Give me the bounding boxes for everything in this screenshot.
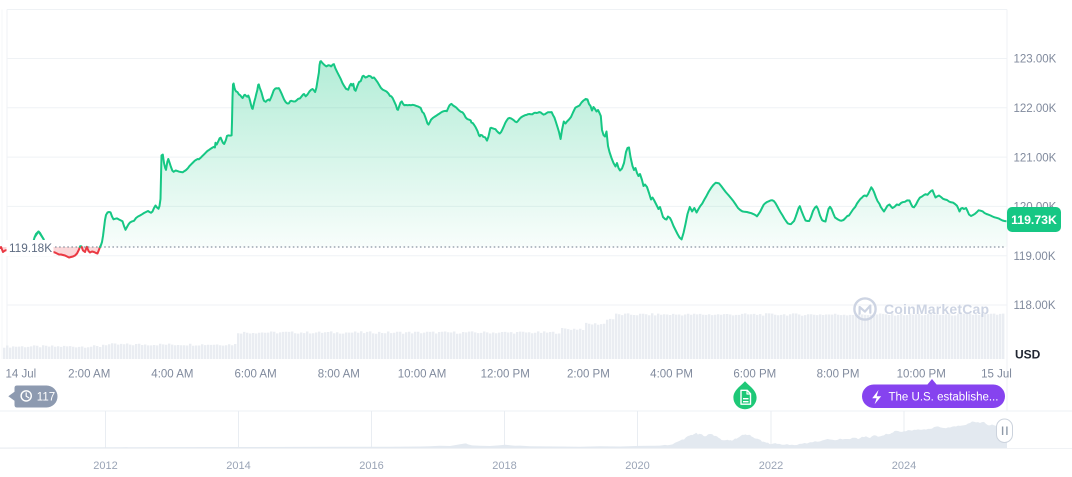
svg-text:2020: 2020 [625, 460, 649, 472]
svg-text:10:00 PM: 10:00 PM [897, 369, 946, 381]
svg-text:CoinMarketCap: CoinMarketCap [884, 301, 989, 317]
svg-text:119.00K: 119.00K [1014, 251, 1056, 263]
svg-text:6:00 AM: 6:00 AM [234, 369, 276, 381]
svg-text:2016: 2016 [359, 460, 383, 472]
svg-text:2024: 2024 [892, 460, 916, 472]
svg-text:119.73K: 119.73K [1011, 213, 1057, 227]
svg-text:15 Jul: 15 Jul [981, 369, 1012, 381]
svg-text:123.00K: 123.00K [1014, 54, 1057, 66]
svg-text:4:00 AM: 4:00 AM [151, 369, 193, 381]
svg-text:6:00 PM: 6:00 PM [733, 369, 776, 381]
svg-text:The U.S. establishe...: The U.S. establishe... [889, 392, 999, 404]
svg-text:2:00 AM: 2:00 AM [68, 369, 110, 381]
svg-text:119.18K: 119.18K [9, 241, 52, 255]
svg-text:121.00K: 121.00K [1014, 152, 1057, 164]
svg-text:4:00 PM: 4:00 PM [650, 369, 693, 381]
svg-text:8:00 AM: 8:00 AM [318, 369, 360, 381]
svg-text:2:00 PM: 2:00 PM [567, 369, 610, 381]
svg-text:2022: 2022 [759, 460, 783, 472]
svg-text:12:00 PM: 12:00 PM [481, 369, 530, 381]
svg-text:2018: 2018 [492, 460, 516, 472]
svg-text:8:00 PM: 8:00 PM [817, 369, 860, 381]
svg-text:USD: USD [1015, 348, 1041, 362]
svg-text:2014: 2014 [226, 460, 250, 472]
svg-text:2012: 2012 [93, 460, 117, 472]
svg-text:117: 117 [37, 391, 55, 403]
svg-text:118.00K: 118.00K [1014, 300, 1056, 312]
svg-text:10:00 AM: 10:00 AM [398, 369, 447, 381]
svg-text:14 Jul: 14 Jul [6, 369, 37, 381]
svg-text:122.00K: 122.00K [1014, 103, 1057, 115]
